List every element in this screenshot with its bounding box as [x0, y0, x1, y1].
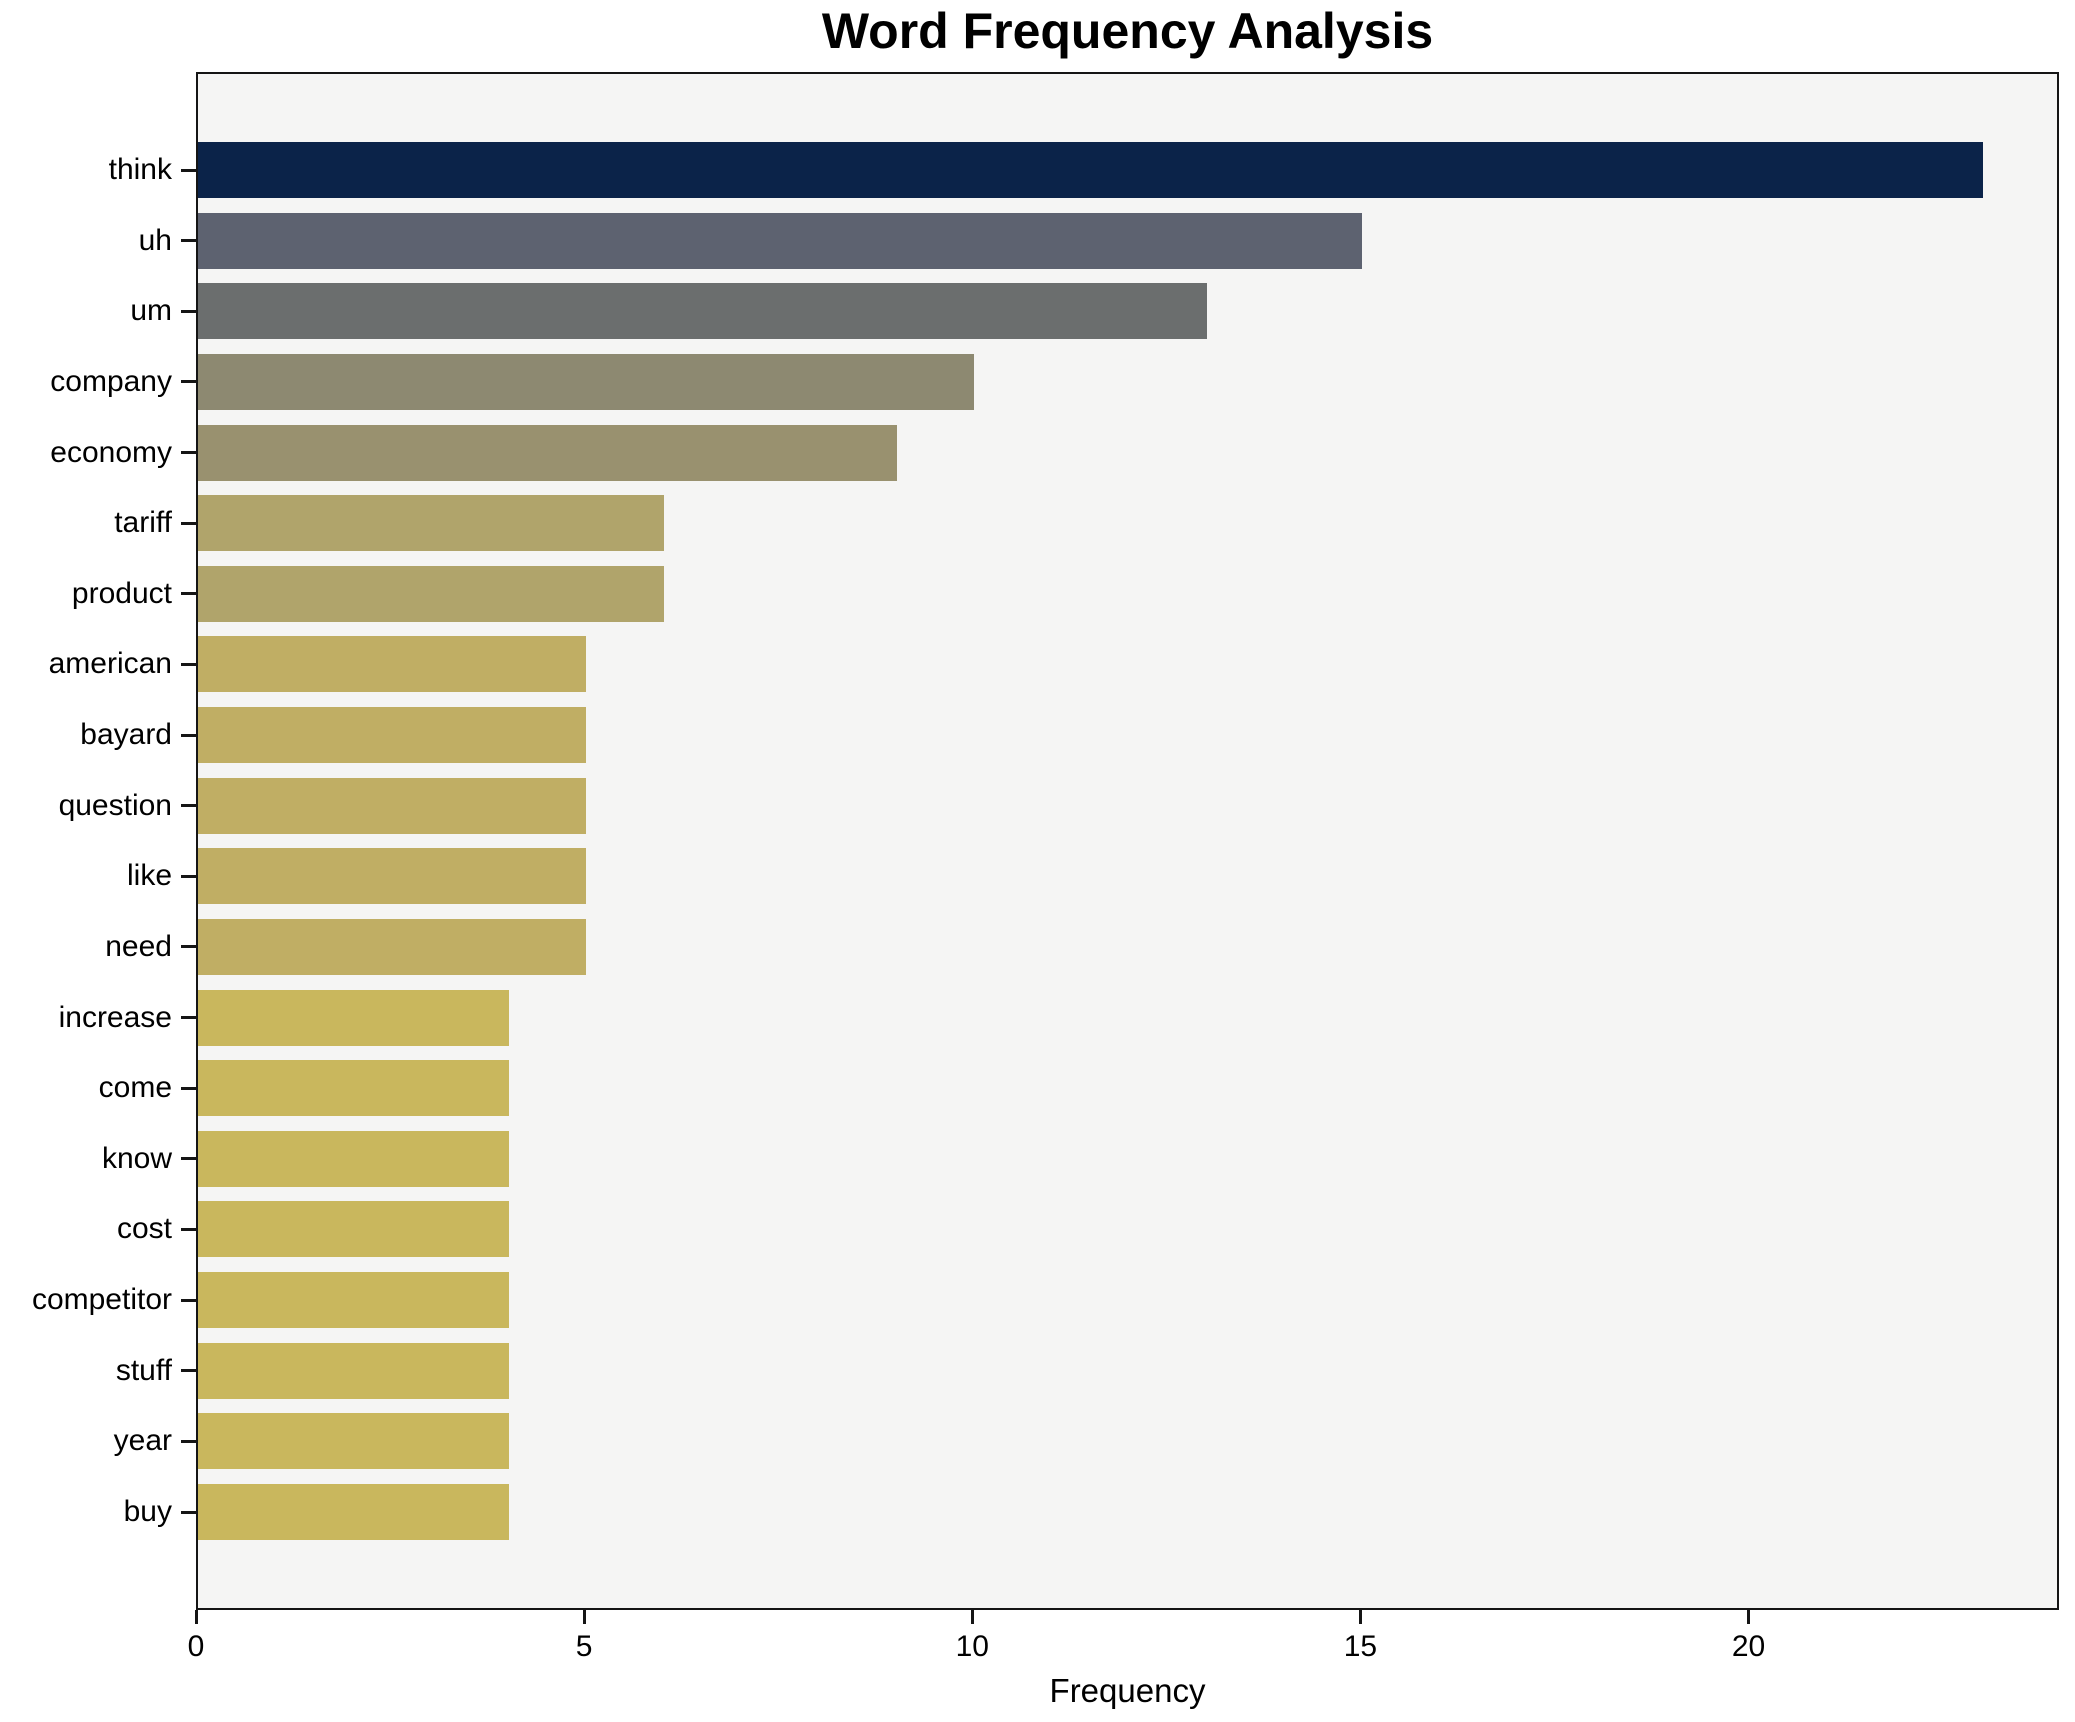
y-tick-mark: [181, 309, 196, 313]
bar-competitor: [198, 1272, 509, 1329]
x-tick-label-15: 15: [1343, 1630, 1378, 1663]
y-tick-label-stuff: stuff: [115, 1353, 172, 1387]
y-tick-label-come: come: [98, 1071, 172, 1105]
y-tick-mark: [181, 1086, 196, 1090]
y-tick-label-like: like: [126, 859, 172, 893]
y-tick-label-product: product: [71, 576, 172, 610]
x-tick-label-20: 20: [1731, 1630, 1766, 1663]
y-tick-mark: [181, 1439, 196, 1443]
x-tick-mark: [970, 1610, 974, 1624]
plot-area: [196, 72, 2059, 1610]
y-tick-label-cost: cost: [116, 1212, 172, 1246]
y-tick-mark: [181, 1016, 196, 1020]
x-tick-mark: [1747, 1610, 1750, 1624]
y-tick-label-year: year: [113, 1424, 172, 1458]
bar-cost: [198, 1201, 509, 1258]
x-tick-mark: [582, 1610, 586, 1624]
bar-bayard: [198, 707, 586, 764]
x-tick-mark: [1358, 1610, 1362, 1624]
bar-buy: [198, 1484, 509, 1540]
bar-come: [198, 1060, 509, 1117]
y-tick-mark: [181, 804, 196, 808]
y-tick-mark: [181, 1369, 196, 1373]
y-tick-mark: [181, 1510, 196, 1514]
x-tick-mark: [194, 1610, 198, 1624]
y-tick-label-uh: uh: [138, 223, 172, 257]
bar-tariff: [198, 495, 664, 552]
y-tick-mark: [181, 874, 196, 878]
y-tick-label-think: think: [108, 153, 172, 186]
y-tick-label-tariff: tariff: [114, 506, 172, 540]
y-tick-mark: [181, 521, 196, 525]
y-tick-label-american: american: [48, 647, 172, 681]
bar-american: [198, 636, 586, 693]
bar-think: [198, 142, 1983, 198]
bar-increase: [198, 989, 509, 1046]
y-tick-mark: [181, 239, 196, 243]
y-tick-label-need: need: [105, 929, 172, 963]
bar-um: [198, 283, 1207, 340]
bar-economy: [198, 424, 897, 481]
bar-like: [198, 848, 586, 905]
y-tick-mark: [181, 1298, 196, 1302]
y-tick-label-competitor: competitor: [31, 1283, 172, 1317]
x-tick-label-0: 0: [187, 1630, 205, 1663]
bar-year: [198, 1413, 509, 1470]
y-tick-label-economy: economy: [50, 435, 172, 469]
bar-company: [198, 353, 974, 410]
y-tick-label-um: um: [130, 294, 172, 328]
y-tick-mark: [181, 380, 196, 384]
y-tick-mark: [181, 733, 196, 737]
x-tick-label-5: 5: [575, 1630, 593, 1663]
x-tick-label-10: 10: [955, 1630, 989, 1663]
y-tick-mark: [181, 592, 196, 596]
bar-uh: [198, 212, 1362, 269]
bar-stuff: [198, 1342, 509, 1399]
x-axis-title: Frequency: [1049, 1672, 1206, 1709]
y-tick-label-bayard: bayard: [80, 718, 172, 752]
y-tick-mark: [181, 1227, 196, 1231]
bar-product: [198, 565, 664, 622]
bar-need: [198, 918, 586, 975]
bar-know: [198, 1130, 509, 1187]
y-tick-mark: [181, 451, 196, 455]
y-tick-mark: [181, 168, 196, 172]
y-tick-label-company: company: [50, 364, 172, 398]
y-tick-label-increase: increase: [58, 1000, 172, 1034]
bar-question: [198, 777, 586, 834]
y-tick-mark: [181, 945, 196, 949]
y-tick-label-know: know: [101, 1141, 172, 1175]
chart-title: Word Frequency Analysis: [821, 3, 1434, 59]
y-tick-label-buy: buy: [123, 1495, 172, 1528]
y-tick-mark: [181, 662, 196, 666]
y-tick-mark: [181, 1157, 196, 1161]
y-tick-label-question: question: [58, 788, 172, 822]
